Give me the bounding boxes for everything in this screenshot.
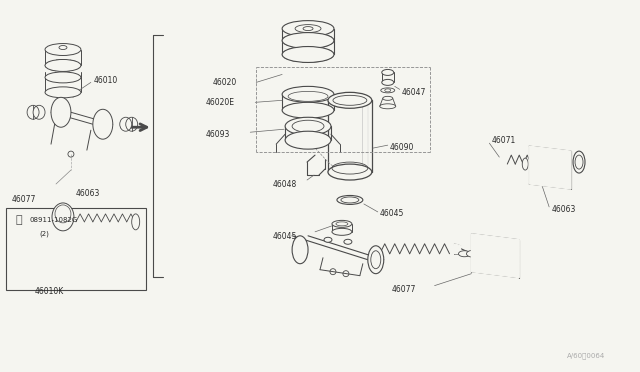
Ellipse shape bbox=[282, 86, 334, 102]
Ellipse shape bbox=[55, 205, 71, 223]
Text: 46063: 46063 bbox=[551, 205, 575, 214]
Ellipse shape bbox=[45, 44, 81, 55]
Text: 46045: 46045 bbox=[380, 209, 404, 218]
Text: 46020: 46020 bbox=[212, 78, 237, 87]
Ellipse shape bbox=[282, 20, 334, 36]
Ellipse shape bbox=[33, 105, 45, 119]
Ellipse shape bbox=[328, 92, 372, 108]
Ellipse shape bbox=[282, 102, 334, 118]
Text: 46045: 46045 bbox=[272, 232, 296, 241]
Ellipse shape bbox=[467, 250, 481, 257]
Ellipse shape bbox=[282, 46, 334, 62]
Ellipse shape bbox=[292, 120, 324, 132]
Ellipse shape bbox=[324, 237, 332, 242]
Bar bbox=[6, 208, 146, 290]
Ellipse shape bbox=[285, 117, 331, 135]
Text: 46077: 46077 bbox=[11, 195, 36, 205]
Text: (2): (2) bbox=[39, 231, 49, 237]
Ellipse shape bbox=[332, 228, 352, 235]
Ellipse shape bbox=[382, 70, 394, 76]
Text: 46090: 46090 bbox=[390, 142, 414, 152]
Ellipse shape bbox=[120, 117, 132, 131]
Ellipse shape bbox=[337, 195, 363, 205]
Ellipse shape bbox=[285, 131, 331, 149]
Ellipse shape bbox=[556, 158, 562, 170]
Polygon shape bbox=[454, 244, 460, 254]
Text: ⓝ: ⓝ bbox=[16, 215, 22, 225]
Text: 46063: 46063 bbox=[76, 189, 100, 199]
Ellipse shape bbox=[45, 87, 81, 98]
Ellipse shape bbox=[538, 158, 544, 170]
Ellipse shape bbox=[132, 214, 140, 230]
Ellipse shape bbox=[458, 251, 470, 257]
Ellipse shape bbox=[45, 72, 81, 83]
Ellipse shape bbox=[52, 203, 74, 231]
Text: 46048: 46048 bbox=[272, 180, 296, 189]
Ellipse shape bbox=[51, 97, 71, 127]
Text: 46093: 46093 bbox=[205, 130, 230, 139]
Ellipse shape bbox=[380, 104, 396, 109]
Ellipse shape bbox=[368, 246, 384, 274]
Text: 46020E: 46020E bbox=[205, 98, 234, 107]
Ellipse shape bbox=[382, 79, 394, 86]
Text: 46077: 46077 bbox=[392, 285, 416, 294]
Ellipse shape bbox=[341, 197, 359, 203]
Ellipse shape bbox=[383, 96, 393, 100]
Ellipse shape bbox=[522, 158, 528, 170]
Ellipse shape bbox=[573, 151, 585, 173]
Polygon shape bbox=[472, 234, 519, 278]
Text: 46047: 46047 bbox=[402, 88, 426, 97]
Polygon shape bbox=[529, 146, 571, 189]
Text: 08911-1082G: 08911-1082G bbox=[29, 217, 77, 223]
Text: 46010K: 46010K bbox=[35, 287, 63, 296]
Ellipse shape bbox=[344, 239, 352, 244]
Ellipse shape bbox=[282, 33, 334, 48]
Ellipse shape bbox=[477, 251, 488, 256]
Ellipse shape bbox=[332, 220, 352, 227]
Ellipse shape bbox=[93, 109, 113, 139]
Text: 46010: 46010 bbox=[94, 76, 118, 85]
Text: 46071: 46071 bbox=[492, 136, 516, 145]
Ellipse shape bbox=[292, 236, 308, 264]
Text: A/60、0064: A/60、0064 bbox=[567, 352, 605, 359]
Ellipse shape bbox=[45, 60, 81, 71]
Ellipse shape bbox=[328, 164, 372, 180]
